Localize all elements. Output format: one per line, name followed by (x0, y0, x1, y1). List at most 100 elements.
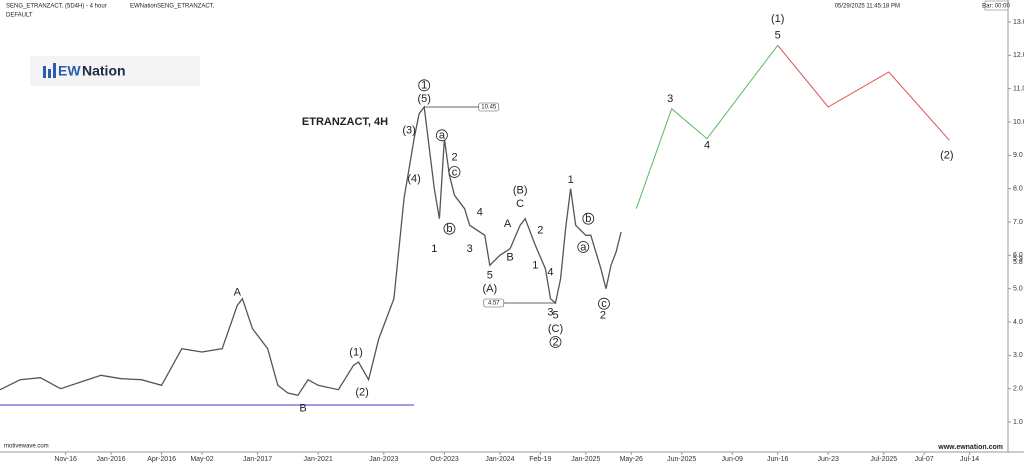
y-tick-label: 12.0 (1013, 52, 1024, 59)
wave-label: (2) (940, 150, 953, 162)
x-tick-label: Jan-2024 (485, 456, 514, 463)
last-price-label: 5.8 (1013, 259, 1023, 266)
logo-box (30, 56, 200, 86)
y-tick-label: 2.0 (1013, 386, 1023, 393)
x-tick-label: Jan-2016 (96, 456, 125, 463)
y-tick-label: 7.0 (1013, 219, 1023, 226)
price-line (0, 105, 622, 397)
wave-label: c (601, 298, 607, 310)
y-tick-label: 4.0 (1013, 319, 1023, 326)
y-tick-label: 10.0 (1013, 119, 1024, 126)
y-tick-label: 13.0 (1013, 19, 1024, 26)
wave-label: (5) (417, 93, 430, 105)
wave-label: 4 (547, 266, 553, 278)
wave-label: (C) (548, 323, 563, 335)
wave-circle (598, 297, 610, 310)
wave-label: 3 (667, 93, 673, 105)
x-tick-label: Nov-16 (54, 456, 77, 463)
header-symbol: SENG_ETRANZACT, (5D4H) - 4 hour (6, 4, 107, 10)
wave-label: 1 (532, 260, 538, 272)
wave-circle (435, 129, 448, 142)
x-tick-label: Jun-2025 (667, 456, 696, 463)
wave-circle (549, 336, 562, 348)
y-tick-label: 5.0 (1013, 286, 1023, 293)
wave-label: 4 (477, 206, 483, 218)
x-tick-label: Jul-14 (960, 456, 979, 463)
wave-circle (582, 212, 595, 225)
y-tick-label: 6.0 (1013, 252, 1023, 259)
wave-circle (448, 166, 461, 178)
x-tick-label: May-26 (620, 456, 643, 463)
x-tick-label: Jun-09 (722, 456, 744, 463)
wave-label: 3 (467, 243, 473, 255)
wave-label: 1 (568, 174, 574, 186)
wave-label: 5 (775, 30, 781, 42)
x-tick-label: Jan-2023 (369, 456, 398, 463)
level-label: 4.57 (488, 301, 500, 307)
header-study: EWNationSENG_ETRANZACT, (130, 4, 215, 10)
logo-icon (43, 63, 56, 78)
wave-label: 1 (421, 80, 427, 92)
wave-label: B (299, 402, 306, 414)
logo-mark: EW (58, 63, 81, 79)
wave-label: A (234, 286, 242, 298)
wave-circle (577, 241, 590, 253)
x-tick-label: May-02 (190, 456, 213, 463)
y-tick-label: 1.0 (1013, 419, 1023, 426)
footer-right: www.ewnation.com (937, 444, 1003, 451)
wave-label: (4) (407, 173, 420, 185)
x-tick-label: Jan-2025 (571, 456, 600, 463)
wave-circle (443, 222, 456, 235)
projection-line (635, 44, 779, 209)
wave-label: a (580, 241, 587, 253)
wave-label: B (506, 251, 513, 263)
wave-label: (1) (771, 13, 784, 25)
last-price-label: 5.9 (1013, 256, 1023, 263)
wave-label: 2 (600, 310, 606, 322)
wave-label: b (446, 223, 452, 235)
x-tick-label: Jun-16 (767, 456, 789, 463)
level-box (483, 298, 505, 308)
wave-label: 4 (704, 140, 710, 152)
header-template: DEFAULT (6, 13, 33, 19)
y-tick-label: 3.0 (1013, 352, 1023, 359)
y-tick-label: 9.0 (1013, 152, 1023, 159)
wave-label: c (452, 166, 458, 178)
wave-label: (2) (355, 386, 368, 398)
x-tick-label: Jan-2021 (304, 456, 333, 463)
wave-label: b (585, 213, 591, 225)
chart-title: ETRANZACT, 4H (302, 116, 388, 128)
wave-label: 2 (451, 151, 457, 163)
y-tick-label: 8.0 (1013, 186, 1023, 193)
level-box (478, 102, 500, 112)
bar-timer: Bar: 00:00 (982, 4, 1010, 10)
wave-circle (418, 79, 431, 92)
wave-label: 3 (547, 306, 553, 318)
wave-label: C (516, 198, 524, 210)
wave-label: (A) (483, 283, 498, 295)
footer-left: motivewave.com (4, 444, 49, 450)
projection-line (777, 44, 950, 141)
wave-label: 1 (431, 243, 437, 255)
wave-label: (3) (402, 125, 415, 137)
wave-label: (B) (513, 185, 528, 197)
wave-label: 2 (537, 225, 543, 237)
x-tick-label: Jun-23 (817, 456, 839, 463)
bar-timer-box (984, 0, 1009, 11)
logo-text: Nation (82, 63, 126, 79)
x-tick-label: Jul-07 (915, 456, 934, 463)
wave-label: 2 (552, 336, 558, 348)
wave-label: 5 (487, 270, 493, 282)
header-datetime: 05/29/2025 11:45:18 PM (835, 4, 900, 10)
x-tick-label: Oct-2023 (430, 456, 459, 463)
wave-label: a (439, 130, 446, 142)
x-tick-label: Jul-2025 (870, 456, 897, 463)
x-tick-label: Jan-2017 (243, 456, 272, 463)
y-tick-label: 11.0 (1013, 86, 1024, 93)
level-label: 10.45 (481, 105, 497, 111)
x-tick-label: Apr-2016 (147, 456, 176, 463)
wave-label: A (504, 218, 512, 230)
wave-label: 5 (552, 310, 558, 322)
